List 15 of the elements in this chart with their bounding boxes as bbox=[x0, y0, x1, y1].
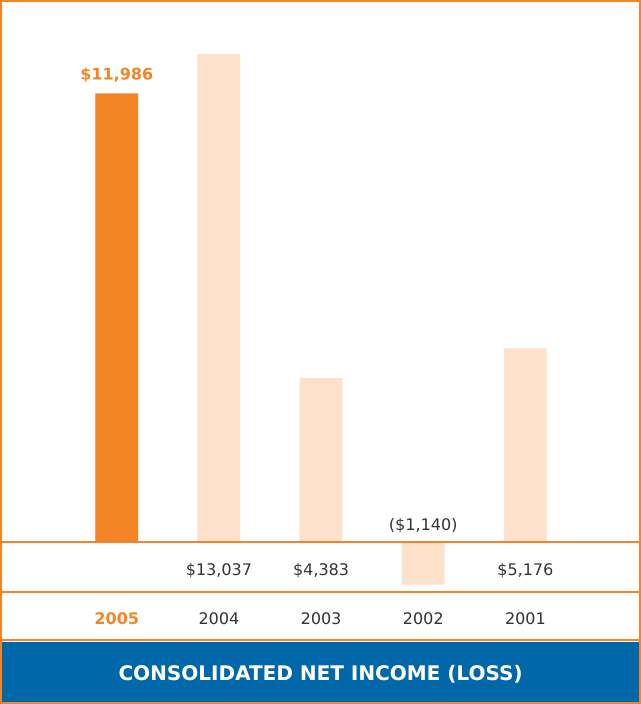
data-label: $11,986 bbox=[80, 64, 154, 84]
bar bbox=[300, 378, 342, 542]
data-label: $5,176 bbox=[497, 560, 554, 579]
data-label: ($1,140) bbox=[388, 515, 458, 534]
x-tick-label: 2001 bbox=[504, 609, 546, 628]
x-tick-label: 2003 bbox=[300, 609, 342, 628]
text: CONSOLIDATED NET INCOME (LOSS) bbox=[118, 661, 523, 685]
x-tick-label: 2005 bbox=[94, 609, 139, 628]
bar bbox=[402, 542, 445, 585]
bar bbox=[197, 54, 240, 542]
x-tick-label: 2004 bbox=[198, 609, 240, 628]
data-label: $13,037 bbox=[186, 560, 252, 579]
x-tick-label: 2002 bbox=[402, 609, 444, 628]
bar bbox=[504, 348, 547, 542]
data-label: $4,383 bbox=[293, 560, 349, 579]
